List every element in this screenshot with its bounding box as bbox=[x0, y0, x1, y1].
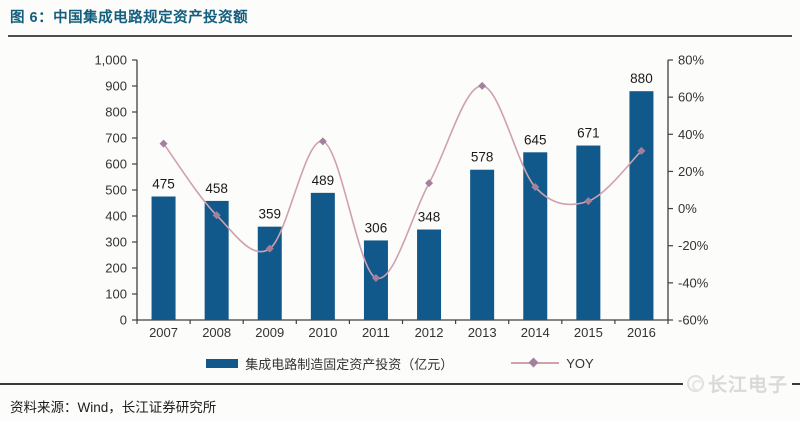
data-source-note: 资料来源：Wind，长江证券研究所 bbox=[10, 400, 217, 415]
right-axis-tick-label: -20% bbox=[678, 238, 709, 253]
yoy-marker-2012 bbox=[425, 179, 434, 188]
left-axis-tick-label: 600 bbox=[105, 157, 127, 172]
x-axis-year-label: 2012 bbox=[415, 325, 444, 340]
brand-watermark: 长江电子 bbox=[682, 370, 792, 396]
right-axis-tick-label: 20% bbox=[678, 164, 704, 179]
bar-2015 bbox=[576, 145, 601, 320]
left-axis-tick-label: 700 bbox=[105, 131, 127, 146]
figure-title: 图 6：中国集成电路规定资产投资额 bbox=[10, 10, 249, 26]
x-axis-year-label: 2011 bbox=[362, 325, 390, 340]
right-axis-tick-label: 0% bbox=[678, 201, 697, 216]
x-axis-year-label: 2013 bbox=[468, 325, 497, 340]
chart-legend: 集成电路制造固定资产投资（亿元） YOY bbox=[0, 354, 800, 372]
investment-chart: 0 100 200 300 400 500 600 700 800 900 1,000 -60% -40… bbox=[94, 53, 709, 341]
x-axis-year-label: 2009 bbox=[255, 325, 284, 340]
bar-value-label: 671 bbox=[577, 126, 600, 141]
left-axis-tick-label: 200 bbox=[105, 261, 127, 276]
yoy-marker-2010 bbox=[318, 137, 327, 146]
right-axis-tick-label: 60% bbox=[678, 90, 704, 105]
x-axis-year-label: 2015 bbox=[574, 325, 603, 340]
yoy-marker-2014 bbox=[531, 183, 540, 192]
right-axis-tick-label: 80% bbox=[678, 53, 704, 68]
left-axis-tick-label: 100 bbox=[105, 287, 127, 302]
yoy-marker-2011 bbox=[371, 274, 380, 283]
diamond-marker-icon bbox=[528, 357, 539, 368]
x-axis-year-label: 2007 bbox=[149, 325, 178, 340]
bar-2013 bbox=[470, 169, 495, 320]
bar-value-label: 645 bbox=[524, 132, 547, 147]
bar-2016 bbox=[629, 91, 654, 320]
yoy-marker-2016 bbox=[637, 146, 646, 155]
title-divider bbox=[8, 35, 792, 37]
yoy-marker-2007 bbox=[159, 139, 168, 148]
bar-value-label: 359 bbox=[258, 207, 281, 222]
left-axis-tick-label: 400 bbox=[105, 209, 127, 224]
bar-value-label: 489 bbox=[312, 173, 335, 188]
left-axis-tick-label: 1,000 bbox=[94, 53, 127, 68]
bar-2007 bbox=[151, 196, 176, 320]
footer-divider bbox=[0, 383, 800, 385]
legend-item-bars: 集成电路制造固定资产投资（亿元） bbox=[206, 354, 453, 373]
bar-2012 bbox=[417, 229, 442, 320]
yoy-marker-2015 bbox=[584, 197, 593, 206]
bar-2009 bbox=[257, 226, 282, 320]
bar-value-label: 458 bbox=[205, 181, 228, 196]
legend-label-yoy: YOY bbox=[566, 355, 594, 371]
left-axis-tick-label: 0 bbox=[120, 313, 127, 328]
left-axis-tick-label: 500 bbox=[105, 183, 127, 198]
right-axis-tick-label: -40% bbox=[678, 275, 709, 290]
yoy-marker-2008 bbox=[212, 211, 221, 220]
bar-value-label: 348 bbox=[418, 210, 441, 225]
x-axis-year-label: 2016 bbox=[627, 325, 656, 340]
bar-value-label: 306 bbox=[365, 220, 388, 235]
yoy-line bbox=[162, 85, 643, 280]
bar-value-label: 475 bbox=[152, 177, 175, 192]
x-axis-year-label: 2008 bbox=[202, 325, 231, 340]
yoy-marker-2013 bbox=[478, 81, 487, 90]
bar-2008 bbox=[204, 200, 229, 320]
right-axis-tick-label: -60% bbox=[678, 313, 709, 328]
bar-swatch-icon bbox=[206, 358, 239, 368]
x-axis-year-label: 2014 bbox=[521, 325, 550, 340]
left-axis-tick-label: 300 bbox=[105, 235, 127, 250]
line-swatch-icon bbox=[511, 357, 560, 368]
brand-watermark-text: 长江电子 bbox=[707, 374, 788, 396]
legend-label-bars: 集成电路制造固定资产投资（亿元） bbox=[245, 356, 454, 372]
left-axis-tick-label: 800 bbox=[105, 105, 127, 120]
brand-logo-icon bbox=[686, 374, 704, 392]
legend-item-yoy: YOY bbox=[511, 355, 594, 371]
bar-value-label: 578 bbox=[471, 150, 494, 165]
right-axis-tick-label: 40% bbox=[678, 127, 704, 142]
yoy-marker-2009 bbox=[265, 244, 274, 253]
bar-value-label: 880 bbox=[630, 71, 653, 86]
bar-2014 bbox=[523, 152, 548, 320]
left-axis-tick-label: 900 bbox=[105, 79, 127, 94]
x-axis-year-label: 2010 bbox=[308, 325, 337, 340]
bar-2010 bbox=[310, 192, 335, 320]
